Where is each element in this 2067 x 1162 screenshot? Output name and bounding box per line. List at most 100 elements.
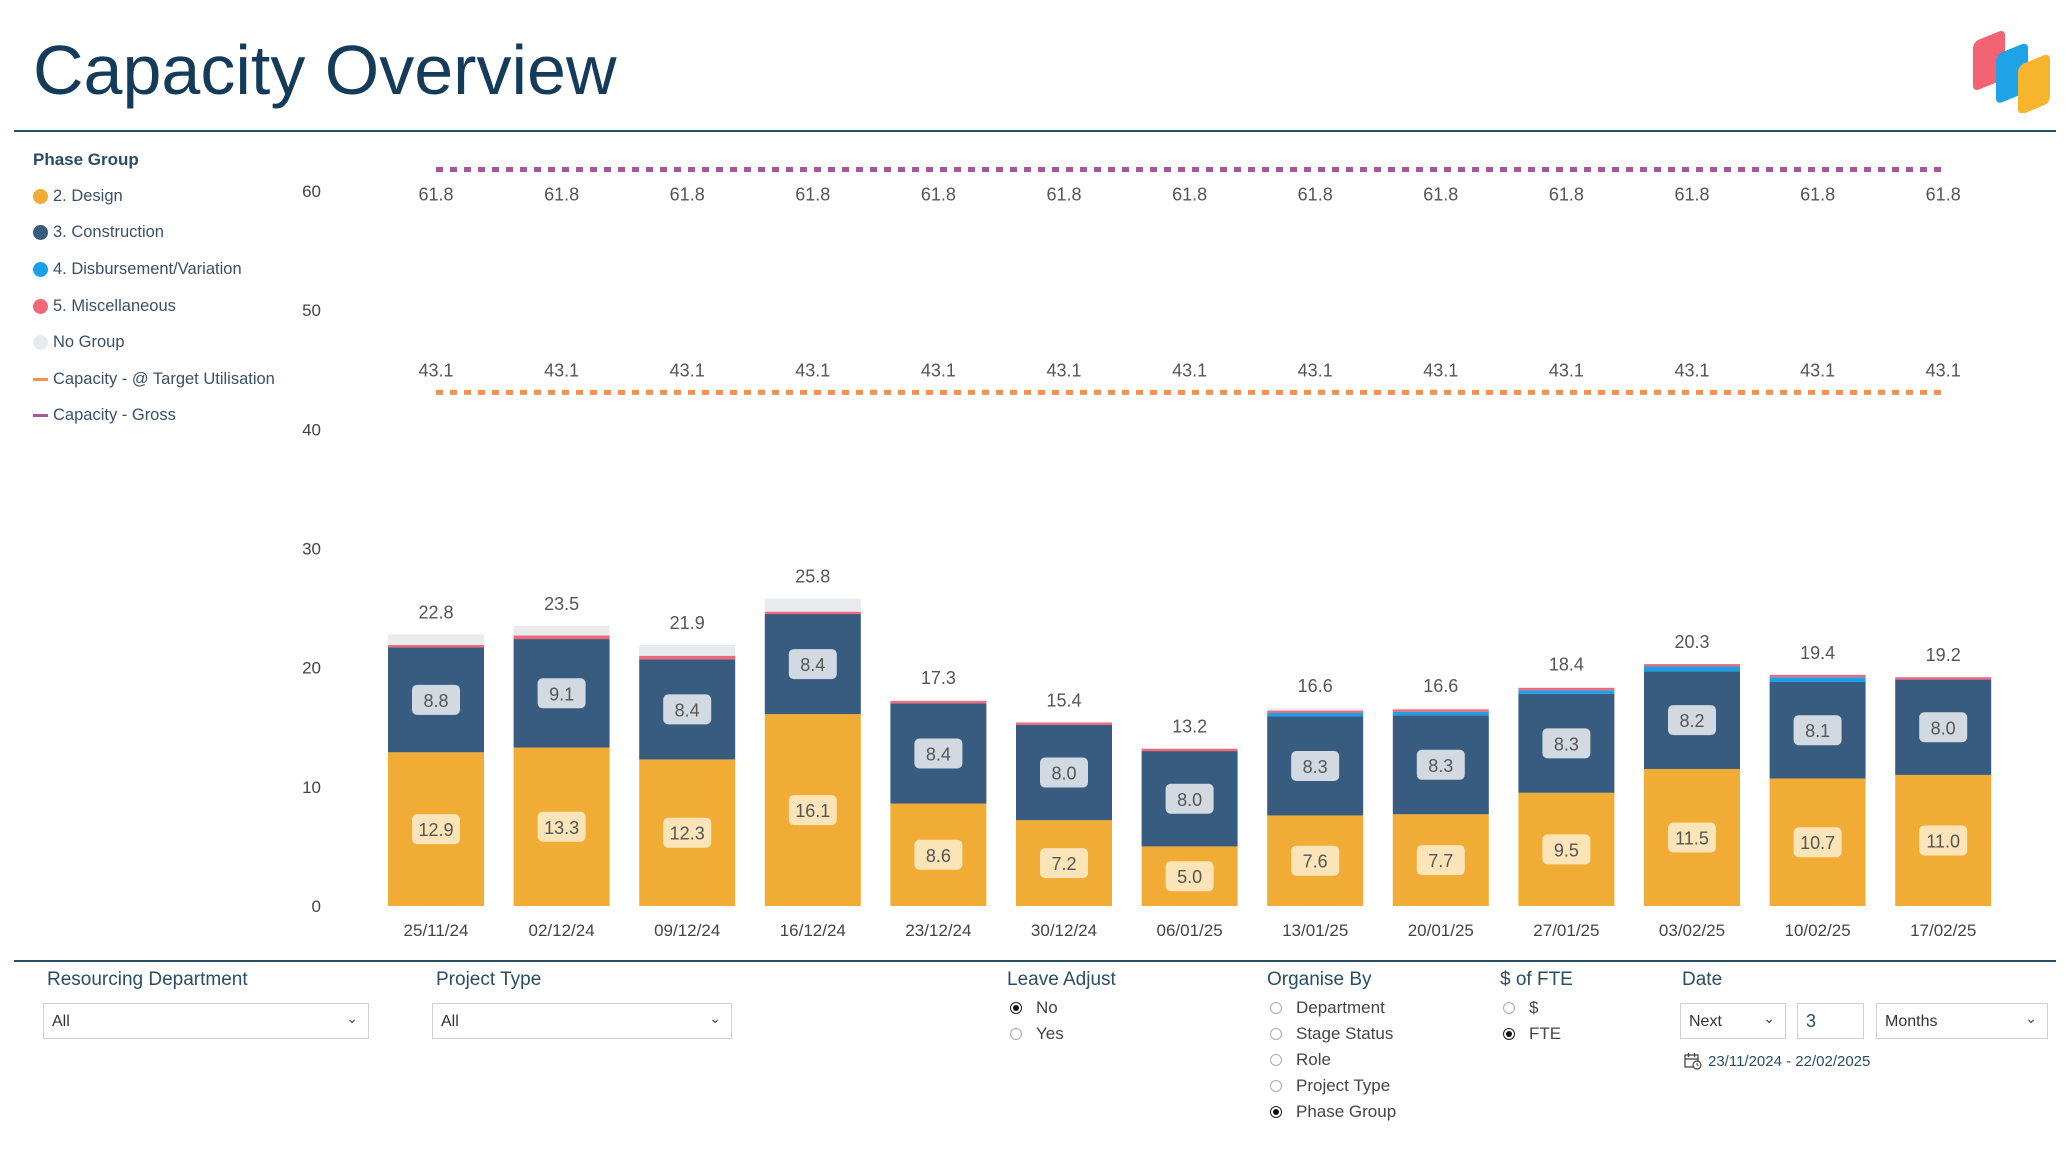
app-logo xyxy=(1973,31,2050,113)
bar-segment xyxy=(1644,664,1740,667)
total-label: 25.8 xyxy=(795,567,830,587)
date-count-input[interactable]: 3 xyxy=(1797,1003,1864,1039)
legend-dot-swatch xyxy=(33,298,48,314)
bar-segment xyxy=(764,598,861,612)
leave-adjust-option-no[interactable]: No xyxy=(1010,998,1058,1018)
data-label-box xyxy=(788,795,837,826)
y-tick-label: 20 xyxy=(302,659,321,678)
radio-button[interactable] xyxy=(1270,1106,1282,1118)
radio-button[interactable] xyxy=(1270,1080,1282,1092)
x-tick-label: 09/12/24 xyxy=(654,921,720,940)
organise-by-option-phase-group[interactable]: Phase Group xyxy=(1270,1102,1396,1122)
chart-legend: Phase Group 2. Design 3. Construction 4. D… xyxy=(33,150,275,434)
dollar-of-fte-option-fte[interactable]: FTE xyxy=(1503,1024,1561,1044)
x-tick-label: 06/01/25 xyxy=(1157,921,1223,940)
line-value-label: 61.8 xyxy=(1172,185,1207,205)
radio-button[interactable] xyxy=(1010,1002,1022,1014)
header-divider xyxy=(14,130,2056,132)
radio-button[interactable] xyxy=(1270,1054,1282,1066)
date-unit-dropdown[interactable]: Months ⌄ xyxy=(1876,1003,2048,1039)
line-value-label: 61.8 xyxy=(1549,185,1584,205)
bar-segment xyxy=(1267,712,1364,717)
line-value-label: 61.8 xyxy=(1423,185,1458,205)
data-label: 13.3 xyxy=(544,818,579,838)
line-value-label: 43.1 xyxy=(1800,360,1835,380)
organise-by-label: Organise By xyxy=(1267,969,1372,990)
data-label-box xyxy=(1040,757,1088,788)
x-tick-label: 23/12/24 xyxy=(905,921,971,940)
x-tick-label: 02/12/24 xyxy=(529,921,595,940)
total-label: 16.6 xyxy=(1298,676,1333,696)
bar-segment xyxy=(513,635,610,640)
x-tick-label: 30/12/24 xyxy=(1031,921,1097,940)
project-type-label: Project Type xyxy=(436,969,542,990)
x-tick-label: 13/01/25 xyxy=(1282,921,1348,940)
data-label: 12.9 xyxy=(418,820,453,840)
y-tick-label: 50 xyxy=(302,301,321,320)
bar-segment xyxy=(890,699,987,702)
total-label: 22.8 xyxy=(418,602,453,622)
bar-segment xyxy=(1267,708,1364,711)
bar-segment xyxy=(764,611,861,615)
date-range-text: 23/11/2024 - 22/02/2025 xyxy=(1708,1052,1871,1070)
x-tick-label: 27/01/25 xyxy=(1533,921,1599,940)
legend-label: Capacity - Gross xyxy=(53,406,176,425)
bar-segment xyxy=(1769,674,1866,678)
data-label-box xyxy=(1416,845,1465,876)
date-count-value: 3 xyxy=(1806,1011,1817,1031)
date-label: Date xyxy=(1682,969,1723,990)
project-type-dropdown[interactable]: All ⌄ xyxy=(432,1003,732,1039)
line-value-label: 61.8 xyxy=(1046,185,1081,205)
radio-button[interactable] xyxy=(1010,1028,1022,1040)
resourcing-department-dropdown[interactable]: All ⌄ xyxy=(43,1003,369,1039)
legend-line-swatch xyxy=(33,414,48,418)
data-label: 11.5 xyxy=(1675,828,1709,848)
data-label: 7.2 xyxy=(1051,854,1076,874)
y-tick-label: 40 xyxy=(302,420,321,439)
dollar-of-fte-label: $ of FTE xyxy=(1500,969,1573,990)
data-label-box xyxy=(1291,845,1340,876)
legend-item: 5. Miscellaneous xyxy=(33,288,275,325)
dollar-of-fte-option-dollar[interactable]: $ xyxy=(1503,998,1538,1018)
bar-segment xyxy=(1769,677,1866,682)
page-title: Capacity Overview xyxy=(33,31,617,109)
bar-segment xyxy=(1644,666,1740,672)
data-label-box xyxy=(1040,848,1088,879)
total-label: 19.2 xyxy=(1926,645,1961,665)
bar-segment xyxy=(1392,708,1489,710)
legend-label: 2. Design xyxy=(53,186,123,205)
line-value-label: 61.8 xyxy=(418,185,453,205)
organise-by-option-department[interactable]: Department xyxy=(1270,998,1385,1018)
radio-button[interactable] xyxy=(1270,1028,1282,1040)
total-label: 18.4 xyxy=(1549,655,1584,675)
legend-dot-swatch xyxy=(33,335,48,351)
data-label: 8.4 xyxy=(800,655,825,675)
bar-segment xyxy=(1895,677,1992,680)
organise-by-option-project-type[interactable]: Project Type xyxy=(1270,1076,1390,1096)
data-label-box xyxy=(788,649,837,680)
x-tick-label: 25/11/24 xyxy=(404,921,469,940)
legend-line-swatch xyxy=(33,377,48,381)
data-label: 12.3 xyxy=(670,824,705,844)
radio-button[interactable] xyxy=(1270,1002,1282,1014)
data-label-box xyxy=(1919,825,1968,856)
calendar-icon xyxy=(1684,1053,1702,1070)
legend-dot-swatch xyxy=(33,188,48,204)
radio-button[interactable] xyxy=(1503,1002,1515,1014)
data-label-box xyxy=(1793,715,1842,746)
data-label: 9.1 xyxy=(549,684,574,704)
leave-adjust-option-yes[interactable]: Yes xyxy=(1010,1024,1064,1044)
total-label: 16.6 xyxy=(1423,676,1458,696)
data-label: 8.6 xyxy=(926,846,951,866)
organise-by-option-role[interactable]: Role xyxy=(1270,1050,1331,1070)
legend-item: No Group xyxy=(33,324,275,361)
date-direction-dropdown[interactable]: Next ⌄ xyxy=(1680,1003,1786,1039)
radio-button[interactable] xyxy=(1503,1028,1515,1040)
organise-by-option-stage-status[interactable]: Stage Status xyxy=(1270,1024,1393,1044)
data-label: 16.1 xyxy=(795,801,830,821)
x-tick-label: 17/02/25 xyxy=(1910,921,1976,940)
line-value-label: 43.1 xyxy=(1423,360,1458,380)
chevron-down-icon: ⌄ xyxy=(1763,1010,1775,1026)
data-label-box xyxy=(663,817,712,848)
x-tick-label: 20/01/25 xyxy=(1408,921,1474,940)
